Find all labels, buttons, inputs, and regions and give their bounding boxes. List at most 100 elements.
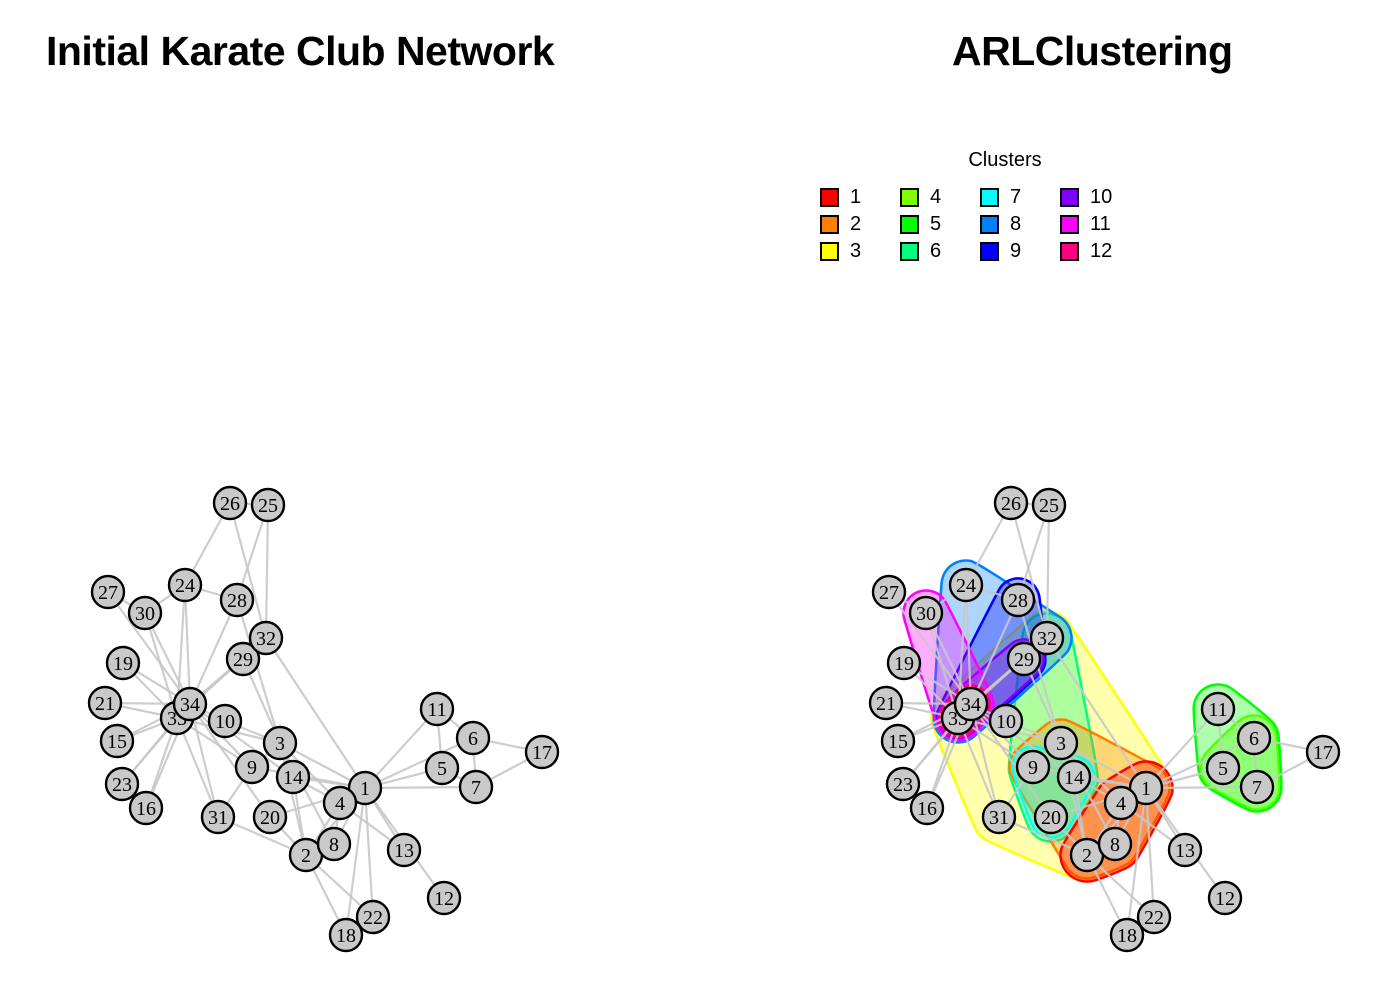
node-label: 9 — [247, 757, 257, 779]
node-label: 34 — [180, 694, 200, 716]
node-label: 14 — [283, 767, 303, 789]
network-edge — [956, 717, 1001, 818]
node-circle — [219, 582, 255, 618]
network-node-30: 30 — [127, 595, 163, 631]
network-edge — [888, 591, 972, 705]
node-label: 27 — [879, 582, 899, 604]
network-edge — [279, 742, 335, 845]
network-edge — [228, 502, 268, 639]
network-node-6: 6 — [455, 720, 491, 756]
node-label: 17 — [1313, 742, 1333, 764]
legend-item-label: 1 — [850, 186, 862, 208]
network-node-21: 21 — [868, 685, 904, 721]
node-label: 22 — [363, 907, 383, 929]
network-node-12: 12 — [426, 880, 462, 916]
node-label: 8 — [329, 834, 339, 856]
node-circle — [988, 703, 1024, 739]
network-node-28: 28 — [219, 582, 255, 618]
legend-swatch-11 — [1060, 215, 1079, 234]
network-edge — [189, 703, 294, 778]
node-circle — [1200, 691, 1236, 727]
node-label: 20 — [1041, 807, 1061, 829]
legend-item-9: 9 — [980, 238, 1060, 265]
node-circle — [90, 574, 126, 610]
network-node-7: 7 — [1239, 769, 1275, 805]
node-circle — [455, 720, 491, 756]
node-label: 16 — [917, 798, 937, 820]
network-edge — [1059, 742, 1089, 856]
network-edge — [1145, 785, 1258, 790]
node-circle — [225, 641, 261, 677]
network-node-17: 17 — [1305, 734, 1341, 770]
network-node-16: 16 — [909, 790, 945, 826]
node-circle — [1103, 785, 1139, 821]
legend-swatch-5 — [900, 215, 919, 234]
network-node-32: 32 — [248, 620, 284, 656]
node-circle — [993, 485, 1029, 521]
node-circle — [99, 723, 135, 759]
network-edge — [1060, 742, 1116, 845]
node-label: 13 — [1175, 840, 1195, 862]
legend-swatch-4 — [900, 188, 919, 207]
network-edge — [344, 787, 367, 936]
node-label: 2 — [1082, 845, 1092, 867]
network-edge — [1145, 708, 1219, 789]
node-label: 18 — [1117, 925, 1137, 947]
node-label: 9 — [1028, 757, 1038, 779]
legend-item-6: 6 — [900, 238, 980, 265]
node-label: 19 — [894, 653, 914, 675]
network-node-31: 31 — [981, 799, 1017, 835]
node-circle — [1056, 759, 1092, 795]
node-label: 10 — [996, 711, 1016, 733]
node-label: 11 — [1208, 699, 1227, 721]
network-node-11: 11 — [419, 691, 455, 727]
node-label: 6 — [1249, 728, 1259, 750]
node-circle — [1205, 750, 1241, 786]
network-node-30: 30 — [908, 595, 944, 631]
node-circle — [172, 686, 208, 722]
network-node-21: 21 — [87, 685, 123, 721]
node-label: 10 — [215, 711, 235, 733]
network-edge — [1144, 787, 1156, 918]
legend-item-label: 2 — [850, 213, 862, 235]
node-circle — [128, 790, 164, 826]
node-circle — [252, 799, 288, 835]
node-circle — [212, 485, 248, 521]
node-circle — [886, 645, 922, 681]
network-edge — [175, 717, 220, 818]
network-node-1: 1 — [1128, 770, 1164, 806]
network-edge — [969, 703, 1001, 818]
node-circle — [207, 703, 243, 739]
legend-swatch-6 — [900, 242, 919, 261]
node-circle — [1207, 880, 1243, 916]
node-circle — [953, 686, 989, 722]
node-circle — [275, 759, 311, 795]
node-label: 7 — [471, 777, 481, 799]
network-node-23: 23 — [104, 766, 140, 802]
network-node-20: 20 — [252, 799, 288, 835]
node-label: 6 — [468, 728, 478, 750]
node-label: 23 — [112, 774, 132, 796]
node-circle — [105, 645, 141, 681]
node-circle — [250, 487, 286, 523]
network-node-28: 28 — [1000, 582, 1036, 618]
network-edge — [265, 637, 366, 789]
network-node-15: 15 — [880, 723, 916, 759]
legend-item-2: 2 — [820, 211, 900, 238]
network-edge — [364, 785, 477, 790]
network-node-25: 25 — [250, 487, 286, 523]
node-circle — [167, 567, 203, 603]
node-label: 19 — [113, 653, 133, 675]
node-label: 22 — [1144, 907, 1164, 929]
node-label: 3 — [275, 733, 285, 755]
network-edge — [183, 584, 192, 705]
legend-item-10: 10 — [1060, 184, 1140, 211]
node-circle — [127, 595, 163, 631]
legend-swatch-2 — [820, 215, 839, 234]
node-label: 12 — [1215, 888, 1235, 910]
network-edge — [1046, 637, 1147, 789]
node-label: 16 — [136, 798, 156, 820]
network-node-8: 8 — [1097, 826, 1133, 862]
network-node-34: 34 — [953, 686, 989, 722]
node-label: 12 — [434, 888, 454, 910]
